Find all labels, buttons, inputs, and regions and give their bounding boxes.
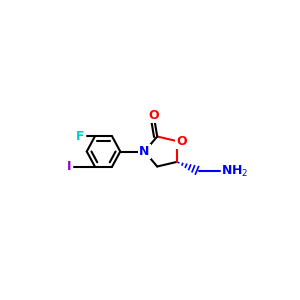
Text: I: I — [67, 160, 72, 173]
Text: F: F — [76, 130, 85, 143]
Text: O: O — [148, 109, 159, 122]
Text: NH$_2$: NH$_2$ — [221, 164, 248, 179]
Text: O: O — [176, 135, 187, 148]
Text: N: N — [139, 145, 150, 158]
